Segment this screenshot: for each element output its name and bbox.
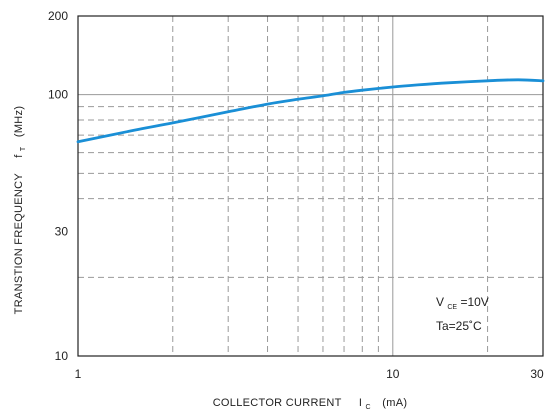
x-axis-label-main: COLLECTOR CURRENT	[213, 397, 342, 409]
x-tick-label: 30	[530, 367, 544, 381]
y-tick-label: 200	[48, 9, 68, 23]
plot-frame	[77, 15, 544, 357]
annotation-vce-symbol: V	[436, 295, 444, 309]
x-axis-label-subscript: C	[366, 404, 371, 411]
y-axis-label-main: TRANSTION FREQUENCY	[13, 173, 25, 315]
annotation-ta: Ta=25˚C	[436, 319, 482, 333]
y-tick-label: 10	[55, 349, 69, 363]
y-axis-label-unit: (MHz)	[13, 106, 25, 137]
annotation-vce: V CE =10V	[436, 295, 489, 312]
x-axis-label-unit: (mA)	[382, 397, 407, 409]
x-tick-label: 10	[386, 367, 400, 381]
y-tick-label: 100	[48, 88, 68, 102]
y-axis-label-symbol: f	[13, 154, 25, 158]
grid-lines	[78, 16, 543, 356]
series-line-ft	[76, 78, 545, 144]
y-axis-label-subscript: T	[20, 146, 27, 151]
y-axis-label: TRANSTION FREQUENCY f T (MHz)	[13, 106, 28, 315]
y-tick-label: 30	[55, 224, 69, 238]
annotation-vce-value: =10V	[460, 295, 488, 309]
annotation-vce-subscript: CE	[447, 304, 457, 311]
series-lines	[76, 78, 545, 144]
y-tick-labels: 10 30 100 200	[48, 9, 68, 363]
x-tick-labels: 1 10 30	[75, 367, 544, 381]
x-tick-label: 1	[75, 367, 82, 381]
x-axis-label: COLLECTOR CURRENT I C (mA)	[213, 397, 408, 412]
x-axis-label-symbol: I	[359, 397, 362, 409]
